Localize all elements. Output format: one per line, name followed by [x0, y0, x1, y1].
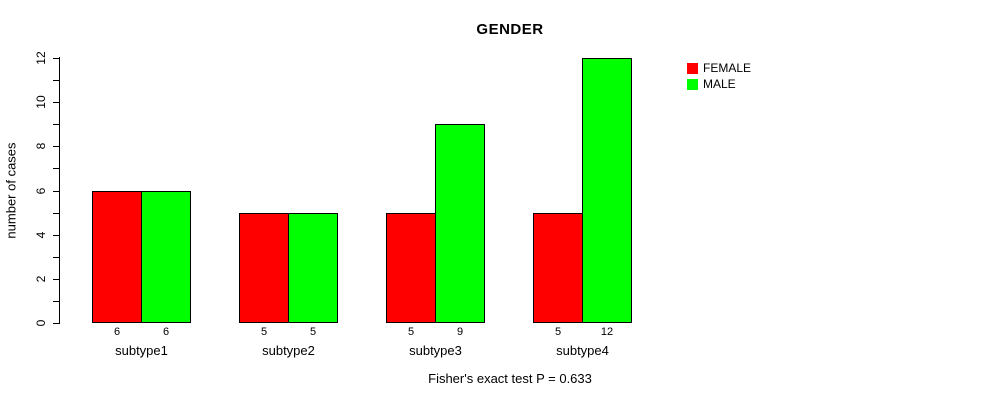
y-tick-5: [53, 212, 59, 214]
y-tick-label-6: 6: [34, 187, 48, 194]
y-tick-12: [53, 58, 59, 59]
legend: FEMALE MALE: [687, 61, 751, 93]
y-tick-4: [53, 234, 59, 236]
bar-value-subtype4-male: 12: [600, 326, 614, 338]
caption-fishers-test: Fisher's exact test P = 0.633: [428, 371, 592, 386]
legend-swatch-male: [687, 78, 698, 90]
y-tick-6: [53, 190, 59, 192]
bar-subtype3-male: [435, 124, 485, 323]
chart-title: GENDER: [476, 21, 544, 38]
y-tick-1: [53, 300, 59, 302]
bar-value-subtype1-female: 6: [113, 326, 121, 338]
legend-row-male: MALE: [687, 77, 751, 91]
y-tick-label-2: 2: [34, 275, 48, 283]
bar-value-subtype3-female: 5: [407, 326, 415, 338]
x-label-subtype4: subtype4: [556, 343, 609, 358]
y-axis-line: [59, 57, 60, 324]
bar-value-subtype2-female: 5: [260, 326, 268, 338]
y-tick-label-4: 4: [34, 231, 48, 239]
x-label-subtype1: subtype1: [115, 343, 168, 358]
y-tick-3: [53, 256, 59, 258]
bar-subtype2-female: [239, 212, 289, 323]
x-label-subtype2: subtype2: [262, 343, 315, 358]
y-tick-11: [53, 80, 59, 82]
legend-label-female: FEMALE: [703, 61, 752, 75]
y-tick-8: [53, 146, 59, 148]
bar-value-subtype3-male: 9: [456, 326, 464, 338]
y-tick-label-10: 10: [34, 95, 48, 109]
y-tick-label-12: 12: [34, 51, 48, 65]
y-axis-title: number of cases: [3, 142, 19, 239]
y-tick-label-0: 0: [34, 319, 48, 327]
legend-row-female: FEMALE: [687, 61, 751, 75]
y-tick-9: [53, 124, 59, 126]
bar-subtype4-female: [533, 212, 583, 323]
bar-subtype1-female: [92, 190, 142, 323]
bar-value-subtype4-female: 5: [554, 326, 562, 338]
bar-subtype1-male: [141, 190, 191, 323]
x-label-subtype3: subtype3: [409, 343, 462, 358]
y-tick-0: [53, 323, 59, 324]
bar-subtype2-male: [288, 212, 338, 323]
legend-label-male: MALE: [703, 77, 736, 91]
bar-subtype4-male: [582, 58, 632, 323]
bar-value-subtype1-male: 6: [162, 326, 170, 338]
y-tick-label-8: 8: [34, 142, 48, 150]
bar-subtype3-female: [386, 212, 436, 323]
y-tick-10: [53, 102, 59, 104]
legend-swatch-female: [687, 62, 698, 74]
bar-value-subtype2-male: 5: [309, 326, 317, 338]
y-tick-2: [53, 278, 59, 280]
y-tick-7: [53, 168, 59, 170]
